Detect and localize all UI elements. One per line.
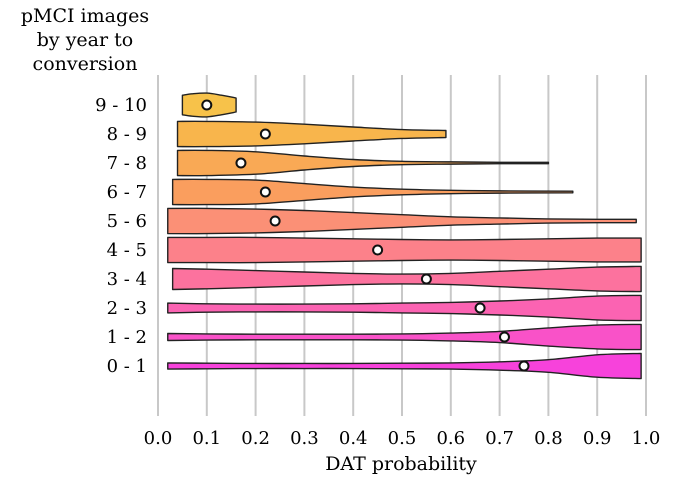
- violin-6-7: [171, 178, 574, 206]
- y-tick-label: 6 - 7: [107, 182, 147, 203]
- median-point: [259, 128, 271, 140]
- y-axis-title-line-2: by year to: [36, 29, 134, 51]
- y-tick-labels: 9 - 10 8 - 9 7 - 8 6 - 7 5 - 6 4 - 5 3 - 4 2 - …: [95, 95, 147, 377]
- violins: [167, 92, 642, 380]
- median-point: [235, 157, 247, 169]
- x-tick-label: 0.1: [192, 428, 221, 449]
- y-tick-label: 4 - 5: [107, 240, 147, 261]
- x-axis-label: DAT probability: [325, 453, 477, 475]
- x-tick-label: 0.2: [241, 428, 270, 449]
- median-point: [420, 273, 432, 285]
- x-tick-label: 0.0: [144, 428, 173, 449]
- x-tick-label: 0.6: [436, 428, 465, 449]
- violin-4-5: [167, 236, 642, 264]
- violin-2-3: [167, 294, 642, 322]
- y-tick-label: 5 - 6: [107, 211, 147, 232]
- x-tick-label: 0.7: [485, 428, 514, 449]
- y-axis-title-line-1: pMCI images: [20, 5, 150, 27]
- y-tick-label: 3 - 4: [107, 269, 147, 290]
- x-tick-label: 0.5: [388, 428, 417, 449]
- violin-5-6: [167, 207, 637, 235]
- violin-0-1: [167, 352, 642, 380]
- violin-3-4: [171, 265, 642, 293]
- y-tick-label: 2 - 3: [107, 298, 147, 319]
- median-point: [259, 186, 271, 198]
- x-tick-label: 0.4: [339, 428, 368, 449]
- x-tick-label: 0.8: [534, 428, 563, 449]
- median-point: [518, 360, 530, 372]
- x-tick-labels: 0.0 0.1 0.2 0.3 0.4 0.5 0.6 0.7 0.8 0.9 1.0: [144, 428, 661, 449]
- median-point: [269, 215, 281, 227]
- median-point: [474, 302, 486, 314]
- y-tick-label: 0 - 1: [107, 356, 147, 377]
- violin-1-2: [167, 323, 642, 351]
- x-tick-label: 0.9: [583, 428, 612, 449]
- y-tick-label: 8 - 9: [107, 124, 147, 145]
- y-tick-label: 9 - 10: [95, 95, 147, 116]
- y-tick-label: 7 - 8: [107, 153, 147, 174]
- x-tick-label: 1.0: [632, 428, 661, 449]
- y-tick-label: 1 - 2: [107, 327, 147, 348]
- y-axis-title-line-3: conversion: [32, 53, 138, 75]
- median-point: [372, 244, 384, 256]
- x-tick-label: 0.3: [290, 428, 319, 449]
- y-axis-title: pMCI images by year to conversion: [10, 4, 160, 76]
- median-point: [201, 99, 213, 111]
- violin-7-8: [176, 149, 550, 177]
- violin-8-9: [176, 120, 447, 148]
- median-point: [498, 331, 510, 343]
